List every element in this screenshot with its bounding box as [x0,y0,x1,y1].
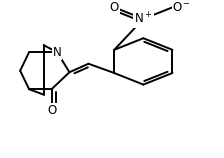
Text: N: N [53,46,62,59]
Text: O$^-$: O$^-$ [172,1,192,14]
Text: O: O [47,104,56,117]
Text: N$^+$: N$^+$ [134,11,153,27]
Text: O: O [110,1,119,14]
